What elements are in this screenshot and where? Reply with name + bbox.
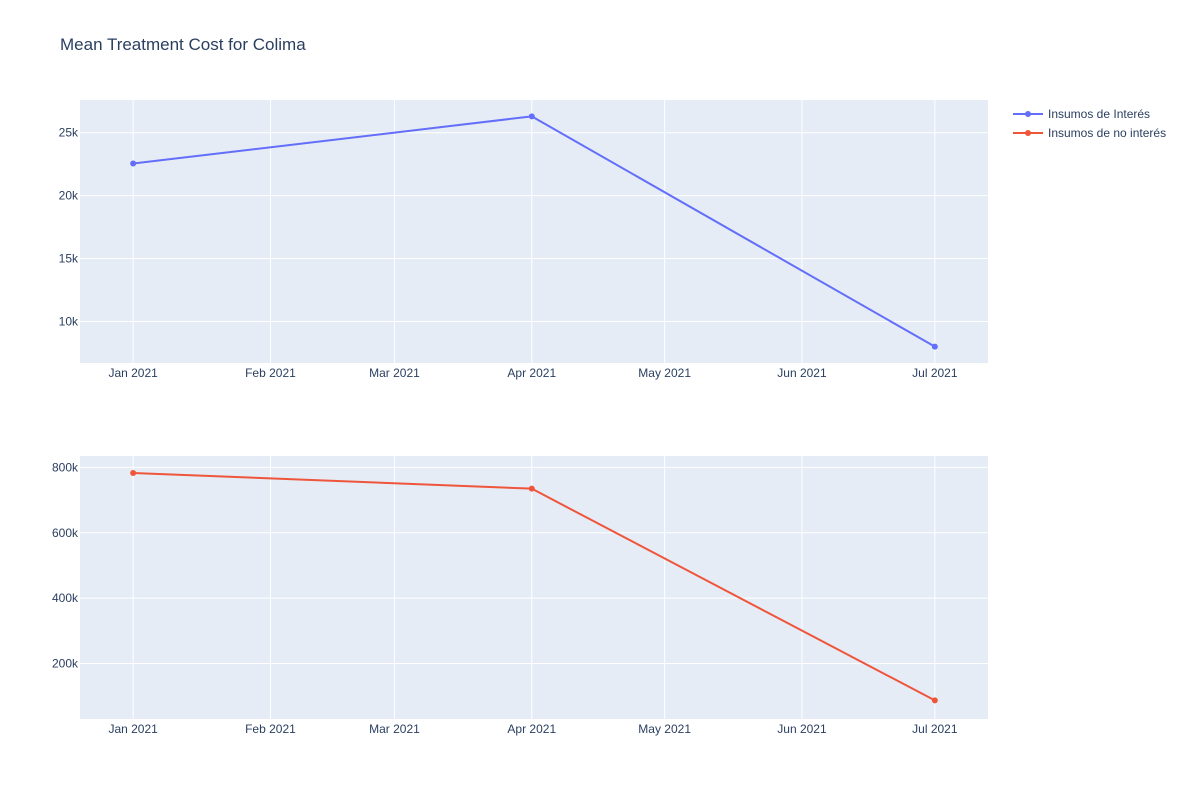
x-tick-label: Mar 2021 — [369, 722, 420, 736]
y-tick-label: 25k — [59, 126, 79, 140]
legend-marker-2 — [1025, 130, 1031, 136]
x-tick-label: Feb 2021 — [245, 366, 296, 380]
data-point[interactable] — [528, 113, 535, 120]
x-tick-label: May 2021 — [638, 722, 691, 736]
x-tick-label: May 2021 — [638, 366, 691, 380]
data-point[interactable] — [528, 485, 535, 492]
series-group-1 — [130, 113, 938, 350]
y-tick-label: 15k — [59, 252, 79, 266]
x-tick-label: Feb 2021 — [245, 722, 296, 736]
x-tick-label: Jun 2021 — [777, 366, 827, 380]
x-tick-label: Jul 2021 — [912, 722, 958, 736]
x-axis-1: Jan 2021 Feb 2021 Mar 2021 Apr 2021 May 2021… — [108, 366, 957, 380]
y-axis-2: 200k 400k 600k 800k — [52, 460, 79, 670]
legend-label-1: Insumos de Interés — [1048, 107, 1150, 121]
data-point[interactable] — [130, 160, 137, 167]
x-tick-label: Jul 2021 — [912, 366, 958, 380]
y-tick-label: 800k — [52, 460, 79, 474]
x-tick-label: Jan 2021 — [108, 366, 158, 380]
grid-2 — [80, 456, 988, 719]
plot-area-2 — [80, 456, 988, 719]
chart-title: Mean Treatment Cost for Colima — [60, 35, 306, 54]
x-tick-label: Apr 2021 — [507, 722, 556, 736]
grid-1 — [80, 100, 988, 363]
plot-area-1 — [80, 100, 988, 363]
data-point[interactable] — [931, 697, 938, 704]
x-tick-label: Jan 2021 — [108, 722, 158, 736]
y-tick-label: 20k — [59, 189, 79, 203]
data-point[interactable] — [931, 343, 938, 350]
y-axis-1: 10k 15k 20k 25k — [59, 126, 79, 329]
y-tick-label: 400k — [52, 591, 79, 605]
y-tick-label: 10k — [59, 314, 79, 328]
legend: Insumos de Interés Insumos de no interés — [1013, 107, 1166, 140]
y-tick-label: 200k — [52, 656, 79, 670]
legend-item-2[interactable]: Insumos de no interés — [1013, 126, 1166, 140]
subplot-2: 200k 400k 600k 800k Jan 2021 Feb 2021 Mar 202… — [52, 456, 988, 736]
legend-label-2: Insumos de no interés — [1048, 126, 1166, 140]
data-point[interactable] — [130, 469, 137, 476]
series-group-2 — [130, 469, 938, 704]
y-tick-label: 600k — [52, 526, 79, 540]
x-tick-label: Mar 2021 — [369, 366, 420, 380]
x-tick-label: Apr 2021 — [507, 366, 556, 380]
legend-item-1[interactable]: Insumos de Interés — [1013, 107, 1150, 121]
legend-marker-1 — [1025, 111, 1031, 117]
x-axis-2: Jan 2021 Feb 2021 Mar 2021 Apr 2021 May 2021… — [108, 722, 957, 736]
subplot-1: 10k 15k 20k 25k Jan 2021 Feb 2021 Mar 2021 Apr… — [59, 100, 988, 380]
x-tick-label: Jun 2021 — [777, 722, 827, 736]
